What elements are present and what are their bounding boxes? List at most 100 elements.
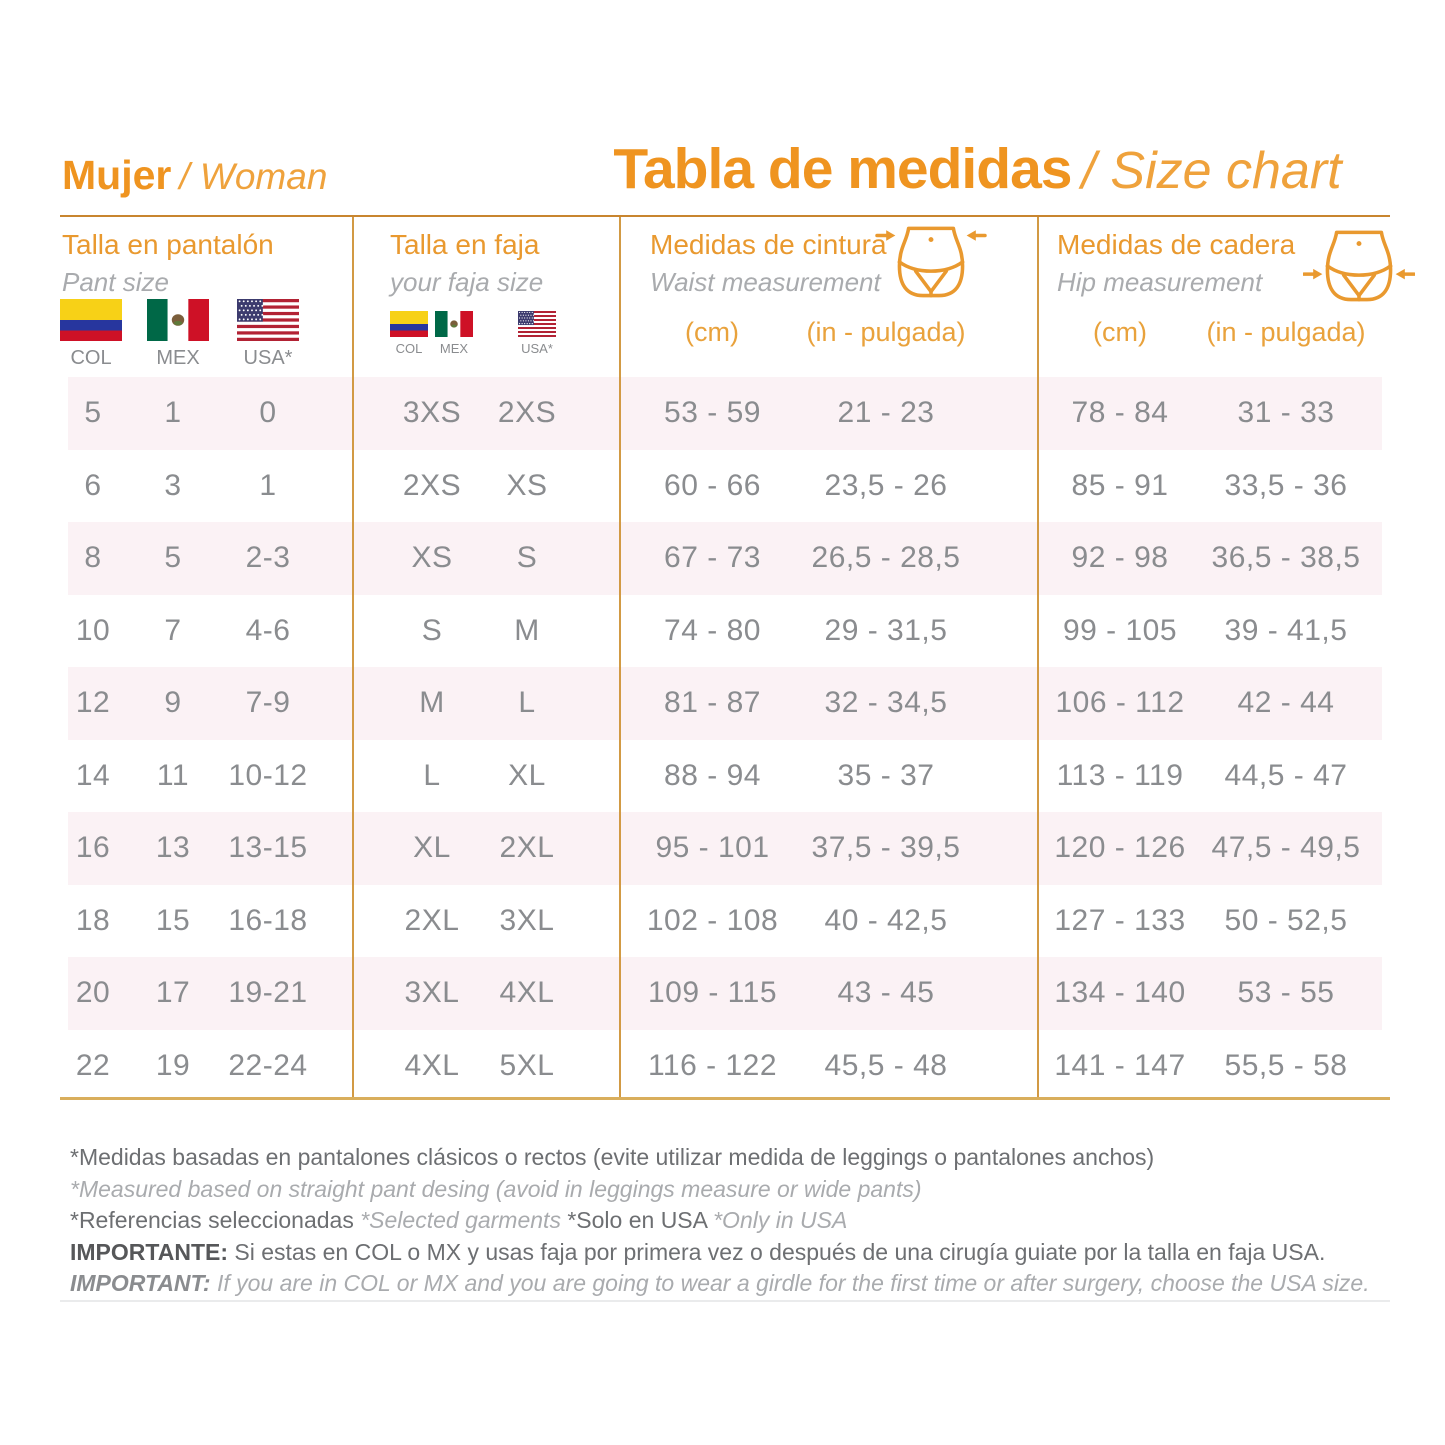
flag-label-usa: USA* [243,347,293,369]
size-cell-hip_in: 36,5 - 38,5 [1211,541,1361,575]
size-cell-pant_mex: 5 [164,541,182,575]
size-cell-pant_mex: 11 [156,758,190,792]
size-cell-faja_col_mex: S [421,613,443,647]
group-subtitle: Hip measurement [1057,267,1263,297]
group-header-waist: Medidas de cintura Waist measurement [619,217,1037,377]
size-cell-hip_cm: 92 - 98 [1071,541,1169,575]
footnote-segment: *Solo en USA [567,1207,714,1233]
group-subtitle: your faja size [390,267,544,297]
title-mujer: Mujer [62,152,172,198]
size-cell-pant_col: 8 [84,541,102,575]
size-cell-waist_in: 45,5 - 48 [824,1048,948,1082]
table-row: 10 7 4-6 S M 74 - 80 29 - 31,5 99 - 105 39 - 41,… [60,595,1390,668]
size-cell-pant_col: 10 [75,613,111,647]
column-divider [352,217,354,1097]
size-cell-pant_usa: 16-18 [228,903,308,937]
group-header-hip: Medidas de cadera Hip measurement [1037,217,1416,377]
column-divider [1037,217,1039,1097]
group-subtitle: Waist measurement [650,267,881,297]
size-cell-hip_cm: 134 - 140 [1054,976,1186,1010]
size-cell-faja_col_mex: 3XL [404,976,460,1010]
size-cell-pant_usa: 1 [259,468,277,502]
footnote-line: IMPORTANTE: Si estas en COL o MX y usas … [70,1237,1400,1269]
footnote-segment: *Only in USA [713,1207,848,1233]
footnote-line: IMPORTANT: If you are in COL or MX and y… [70,1268,1400,1300]
size-cell-hip_in: 39 - 41,5 [1224,613,1348,647]
footnote-segment: *Selected garments [360,1207,568,1233]
size-cell-faja_col_mex: XL [413,831,451,865]
usa-flag-icon [237,299,299,341]
size-cell-pant_usa: 22-24 [228,1048,308,1082]
size-cell-waist_cm: 116 - 122 [647,1048,778,1082]
size-cell-faja_usa: 2XL [499,831,555,865]
size-cell-pant_col: 18 [75,903,111,937]
footnote-line: *Referencias seleccionadas *Selected gar… [70,1205,1400,1237]
size-cell-hip_cm: 127 - 133 [1054,903,1186,937]
size-cell-waist_cm: 81 - 87 [664,686,761,720]
size-cell-faja_usa: 3XL [499,903,555,937]
size-cell-faja_usa: XS [506,468,548,502]
size-cell-waist_in: 43 - 45 [837,976,935,1010]
group-title: Talla en pantalón [62,229,274,260]
size-cell-waist_in: 29 - 31,5 [824,613,948,647]
size-cell-faja_usa: S [516,541,538,575]
unit-inch-label: (in - pulgada) [1206,317,1366,347]
size-cell-waist_cm: 60 - 66 [664,468,761,502]
size-cell-hip_cm: 99 - 105 [1062,613,1178,647]
size-cell-hip_in: 33,5 - 36 [1224,468,1348,502]
size-cell-pant_usa: 2-3 [245,541,291,575]
flag-label-mex: MEX [439,341,469,356]
footnote-segment: Si estas en COL o MX y usas faja por pri… [234,1238,1326,1265]
size-cell-faja_col_mex: L [423,758,441,792]
footnote-segment: *Measured based on straight pant desing … [70,1175,922,1202]
footnotes: *Medidas basadas en pantalones clásicos … [70,1142,1400,1300]
footnote-line: *Measured based on straight pant desing … [70,1174,1400,1206]
size-cell-pant_mex: 15 [155,903,191,937]
colombia-flag-icon [60,299,122,341]
size-cell-waist_cm: 67 - 73 [664,541,761,575]
table-row: 18 15 16-18 2XL 3XL 102 - 108 40 - 42,5 127 - 1… [60,885,1390,958]
group-title: Medidas de cintura [650,229,887,260]
size-cell-faja_col_mex: 2XL [404,903,460,937]
table-row: 6 3 1 2XS XS 60 - 66 23,5 - 26 85 - 91 33,5 - 36 [60,450,1390,523]
size-cell-faja_col_mex: XS [411,541,453,575]
size-cell-waist_cm: 74 - 80 [664,613,761,647]
size-cell-hip_in: 55,5 - 58 [1224,1048,1348,1082]
size-cell-faja_usa: 5XL [499,1048,555,1082]
group-header-pant-size: Talla en pantalón Pant size COL MEX USA* [60,217,352,377]
table-row: 5 1 0 3XS 2XS 53 - 59 21 - 23 78 - 84 31 - 33 [60,377,1390,450]
unit-inch-label: (in - pulgada) [806,317,966,347]
size-table: Talla en pantalón Pant size COL MEX USA*… [60,215,1416,1102]
group-subtitle: Pant size [62,267,169,297]
size-cell-hip_in: 50 - 52,5 [1224,903,1348,937]
size-cell-hip_cm: 113 - 119 [1056,758,1184,792]
table-row: 16 13 13-15 XL 2XL 95 - 101 37,5 - 39,5 120 - 1… [60,812,1390,885]
size-cell-pant_mex: 3 [164,468,182,502]
size-cell-faja_usa: M [514,613,540,647]
size-cell-waist_cm: 109 - 115 [647,976,778,1010]
page-title-left: Mujer / Woman [62,152,327,199]
flag-label-mex: MEX [156,347,200,369]
size-cell-waist_cm: 95 - 101 [655,831,770,865]
size-cell-faja_usa: 2XS [497,396,557,430]
size-cell-waist_in: 40 - 42,5 [824,903,948,937]
size-cell-hip_in: 42 - 44 [1237,686,1335,720]
usa-flag-icon [518,311,556,337]
group-title: Talla en faja [390,229,540,260]
size-cell-waist_cm: 102 - 108 [646,903,779,937]
footnote-segment: If you are in COL or MX and you are goin… [216,1270,1370,1296]
size-rows: 5 1 0 3XS 2XS 53 - 59 21 - 23 78 - 84 31 - 33 6 3 1… [60,377,1390,1102]
waist-measurement-icon [875,223,987,303]
size-cell-hip_in: 53 - 55 [1237,976,1335,1010]
size-cell-pant_mex: 13 [155,831,191,865]
size-cell-hip_cm: 85 - 91 [1071,468,1169,502]
size-cell-pant_col: 12 [75,686,111,720]
table-row: 12 9 7-9 M L 81 - 87 32 - 34,5 106 - 112 42 - 44 [60,667,1390,740]
size-cell-hip_cm: 141 - 147 [1054,1048,1186,1082]
size-cell-pant_usa: 0 [259,396,277,430]
size-cell-faja_usa: L [518,686,536,720]
title-tabla-de-medidas: Tabla de medidas [613,137,1072,201]
flag-label-usa: USA* [521,341,553,356]
group-header-faja-size: Talla en faja your faja size COL MEX USA… [352,217,619,377]
